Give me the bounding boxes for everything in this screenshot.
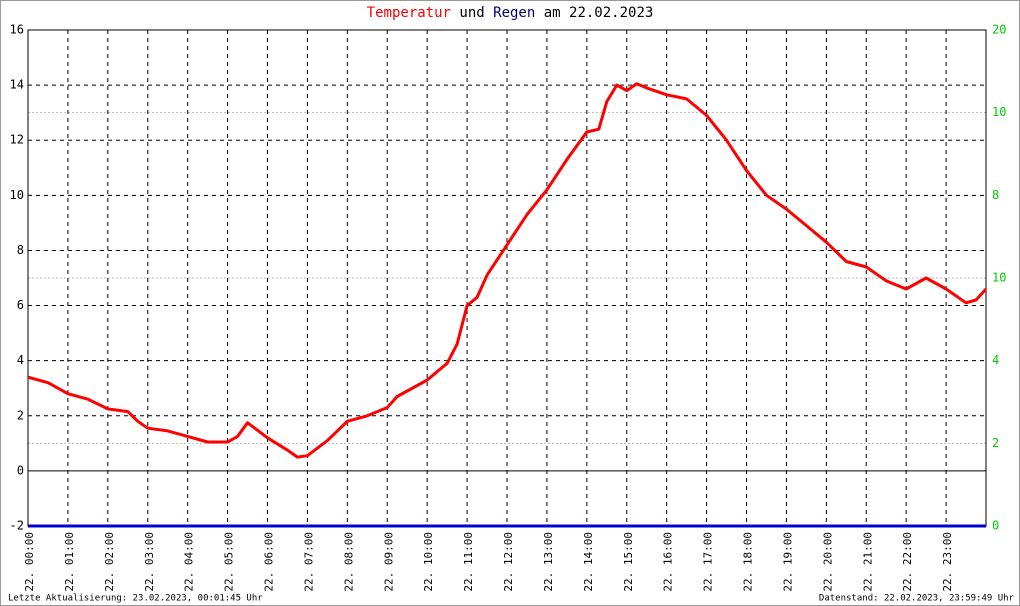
- x-tick-label: 22. 02:00: [103, 532, 116, 592]
- x-tick-label: 22. 05:00: [223, 532, 236, 592]
- y2-tick-label: 10: [992, 105, 1006, 119]
- y2-tick-label: 4: [992, 353, 999, 367]
- x-tick-label: 22. 16:00: [662, 532, 675, 592]
- x-tick-label: 22. 12:00: [502, 532, 515, 592]
- x-tick-label: 22. 01:00: [63, 532, 76, 592]
- y2-tick-label: 20: [992, 23, 1006, 37]
- y2-tick-label: 8: [992, 188, 999, 202]
- x-tick-label: 22. 04:00: [183, 532, 196, 592]
- x-tick-label: 22. 20:00: [821, 532, 834, 592]
- y-tick-label: 16: [10, 23, 24, 37]
- x-tick-label: 22. 17:00: [702, 532, 715, 592]
- y2-tick-label: 10: [992, 271, 1006, 285]
- x-tick-label: 22. 22:00: [901, 532, 914, 592]
- y-tick-label: 0: [17, 463, 24, 477]
- x-tick-label: 22. 09:00: [382, 532, 395, 592]
- y-tick-label: 10: [10, 188, 24, 202]
- x-tick-label: 22. 19:00: [781, 532, 794, 592]
- y-tick-label: 12: [10, 133, 24, 147]
- x-tick-label: 22. 18:00: [742, 532, 755, 592]
- x-tick-label: 22. 07:00: [302, 532, 315, 592]
- chart-title: Temperatur und Regen am 22.02.2023: [367, 5, 654, 21]
- x-tick-label: 22. 15:00: [622, 532, 635, 592]
- y-tick-label: 2: [17, 408, 24, 422]
- title-part: Regen: [493, 5, 535, 21]
- x-tick-label: 22. 03:00: [143, 532, 156, 592]
- y-tick-label: -2: [10, 519, 24, 533]
- x-tick-label: 22. 23:00: [941, 532, 954, 592]
- y2-tick-label: 0: [992, 519, 999, 533]
- x-tick-label: 22. 21:00: [861, 532, 874, 592]
- y-tick-label: 8: [17, 243, 24, 257]
- footer-right: Datenstand: 22.02.2023, 23:59:49 Uhr: [819, 594, 1015, 604]
- y-tick-label: 4: [17, 353, 24, 367]
- y-tick-label: 14: [10, 78, 24, 92]
- title-part: und: [459, 5, 484, 21]
- x-tick-label: 22. 08:00: [342, 532, 355, 592]
- series-line: [27, 82, 988, 459]
- x-tick-label: 22. 14:00: [582, 532, 595, 592]
- title-part: am 22.02.2023: [544, 5, 654, 21]
- x-tick-label: 22. 11:00: [462, 532, 475, 592]
- x-tick-label: 22. 06:00: [263, 532, 276, 592]
- x-tick-label: 22. 13:00: [542, 532, 555, 592]
- x-tick-label: 22. 10:00: [422, 532, 435, 592]
- y2-tick-label: 2: [992, 436, 999, 450]
- y-tick-label: 6: [17, 298, 24, 312]
- footer-left: Letzte Aktualisierung: 23.02.2023, 00:01…: [8, 594, 263, 604]
- x-tick-label: 22. 00:00: [23, 532, 36, 592]
- title-part: Temperatur: [367, 5, 451, 21]
